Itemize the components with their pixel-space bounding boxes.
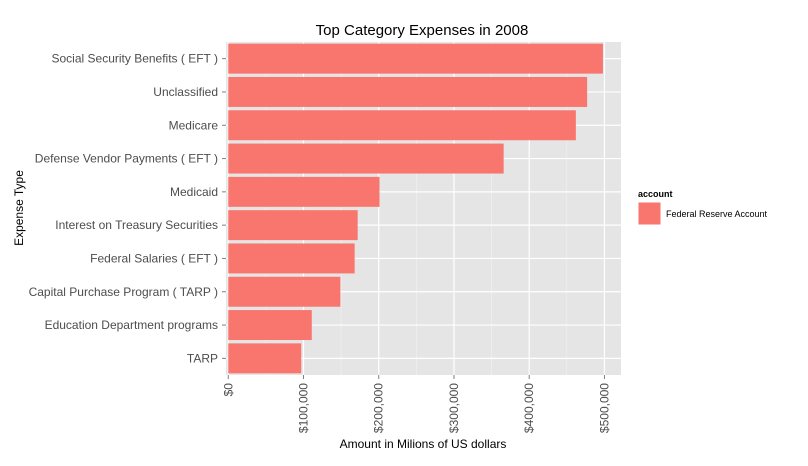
bar xyxy=(228,143,504,174)
legend: account Federal Reserve Account xyxy=(637,189,768,226)
y-tick-label: Defense Vendor Payments ( EFT ) xyxy=(35,152,218,166)
bar xyxy=(228,210,358,241)
bar xyxy=(228,343,302,374)
chart-title: Top Category Expenses in 2008 xyxy=(316,22,529,39)
y-tick-label: Unclassified xyxy=(153,85,218,99)
y-tick-label: Medicare xyxy=(169,118,219,132)
y-tick-label: Interest on Treasury Securities xyxy=(55,218,218,232)
x-axis: $0 $100,000 $200,000 $300,000 $400,000 $500,0… xyxy=(221,375,611,433)
legend-key xyxy=(637,201,662,226)
x-axis-label: Amount in Milions of US dollars xyxy=(340,437,507,451)
x-tick-label: $500,000 xyxy=(597,383,611,433)
bar xyxy=(228,276,341,307)
legend-item-label: Federal Reserve Account xyxy=(666,209,768,219)
bar xyxy=(228,176,380,207)
y-axis: Social Security Benefits ( EFT ) Unclassi… xyxy=(29,52,226,365)
y-tick-label: Federal Salaries ( EFT ) xyxy=(90,251,218,265)
y-axis-label: Expense Type xyxy=(12,170,26,246)
bar xyxy=(228,110,576,141)
x-tick-label: $300,000 xyxy=(447,383,461,433)
x-tick-label: $400,000 xyxy=(522,383,536,433)
bar xyxy=(228,76,588,107)
bar xyxy=(228,243,355,274)
x-tick-label: $0 xyxy=(221,383,235,397)
y-tick-label: TARP xyxy=(187,351,218,365)
legend-title: account xyxy=(638,189,673,199)
x-tick-label: $100,000 xyxy=(296,383,310,433)
x-tick-label: $200,000 xyxy=(372,383,386,433)
bar xyxy=(228,310,312,341)
y-tick-label: Social Security Benefits ( EFT ) xyxy=(52,52,219,66)
y-tick-label: Medicaid xyxy=(170,185,218,199)
y-tick-label: Education Department programs xyxy=(45,318,218,332)
bars xyxy=(228,43,603,374)
bar xyxy=(228,43,603,74)
y-tick-label: Capital Purchase Program ( TARP ) xyxy=(29,285,218,299)
